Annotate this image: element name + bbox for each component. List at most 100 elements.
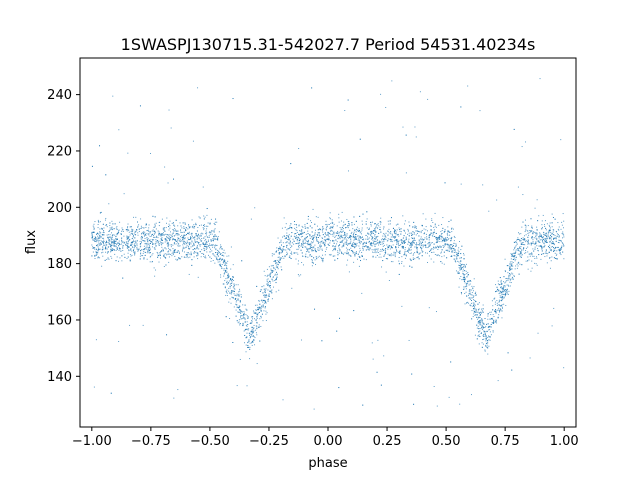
data-point <box>473 286 475 288</box>
data-point <box>116 256 118 258</box>
data-point <box>338 244 340 246</box>
data-point <box>351 231 353 233</box>
data-point <box>477 325 479 327</box>
data-point <box>511 272 513 274</box>
data-point <box>359 256 361 258</box>
data-point <box>370 231 372 233</box>
data-point <box>298 275 300 277</box>
data-point <box>99 228 101 230</box>
data-point <box>308 248 310 250</box>
data-point <box>106 258 108 260</box>
data-point <box>219 257 221 259</box>
data-point <box>244 342 246 344</box>
data-point <box>301 244 303 246</box>
data-point <box>252 340 254 342</box>
data-point <box>267 300 269 302</box>
data-point <box>376 251 378 253</box>
data-point <box>531 227 533 229</box>
data-point <box>184 222 186 224</box>
data-point <box>161 239 163 241</box>
data-point <box>173 397 175 399</box>
data-point <box>310 243 312 245</box>
data-point <box>368 249 370 251</box>
data-point <box>250 331 252 333</box>
data-point <box>359 243 361 245</box>
data-point <box>498 309 500 311</box>
data-point <box>502 289 504 291</box>
data-point <box>147 244 149 246</box>
data-point <box>528 243 530 245</box>
data-point <box>297 245 299 247</box>
data-point <box>527 246 529 248</box>
data-point <box>463 274 465 276</box>
data-point <box>507 278 509 280</box>
data-point <box>558 236 560 238</box>
data-point <box>111 257 113 259</box>
data-point <box>410 232 412 234</box>
data-point <box>136 248 138 250</box>
data-point <box>126 258 128 260</box>
data-point <box>134 243 136 245</box>
data-point <box>290 257 292 259</box>
data-point <box>470 280 472 282</box>
data-point <box>246 336 248 338</box>
data-point <box>265 288 267 290</box>
data-point <box>514 256 516 258</box>
data-point <box>137 232 139 234</box>
data-point <box>167 253 169 255</box>
data-point <box>348 243 350 245</box>
data-point <box>112 95 114 97</box>
data-point <box>531 252 533 254</box>
data-point <box>140 233 142 235</box>
data-point <box>420 246 422 248</box>
data-point <box>320 246 322 248</box>
data-point <box>118 260 120 262</box>
data-point <box>472 296 474 298</box>
data-point <box>521 254 523 256</box>
data-point <box>550 236 552 238</box>
data-point <box>445 237 447 239</box>
data-point <box>193 237 195 239</box>
data-point <box>441 232 443 234</box>
data-point <box>553 307 555 309</box>
data-point <box>313 239 315 241</box>
data-point <box>253 327 255 329</box>
data-point <box>99 244 101 246</box>
data-point <box>440 235 442 237</box>
data-point <box>385 248 387 250</box>
data-point <box>160 234 162 236</box>
data-point <box>520 246 522 248</box>
data-point <box>243 317 245 319</box>
data-point <box>536 245 538 247</box>
data-point <box>380 221 382 223</box>
data-point <box>181 240 183 242</box>
data-point <box>244 320 246 322</box>
data-point <box>365 259 367 261</box>
data-point <box>474 300 476 302</box>
data-point <box>157 242 159 244</box>
data-point <box>455 261 457 263</box>
data-point <box>309 245 311 247</box>
data-point <box>271 278 273 280</box>
data-point <box>165 248 167 250</box>
data-point <box>164 238 166 240</box>
data-point <box>197 258 199 260</box>
data-point <box>338 231 340 233</box>
data-point <box>204 216 206 218</box>
data-point <box>449 234 451 236</box>
data-point <box>302 226 304 228</box>
data-point <box>149 261 151 263</box>
data-point <box>503 289 505 291</box>
data-point <box>523 240 525 242</box>
data-point <box>101 240 103 242</box>
data-point <box>298 225 300 227</box>
data-point <box>415 230 417 232</box>
data-point <box>345 235 347 237</box>
data-point <box>420 243 422 245</box>
data-point <box>511 369 513 371</box>
data-point <box>205 234 207 236</box>
data-point <box>109 222 111 224</box>
data-point <box>561 232 563 234</box>
data-point <box>448 231 450 233</box>
data-point <box>304 242 306 244</box>
